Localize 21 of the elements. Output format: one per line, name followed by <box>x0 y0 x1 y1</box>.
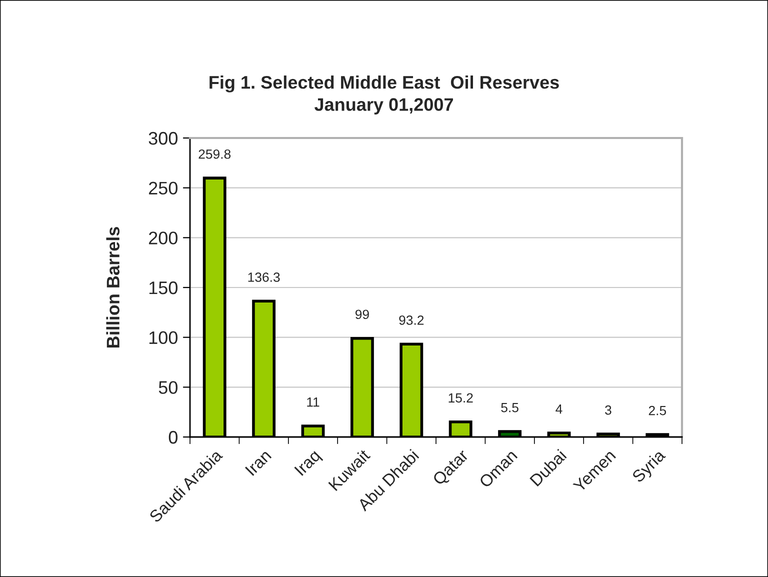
y-tick-label: 200 <box>148 232 178 244</box>
x-tick-label: Iraq <box>294 449 324 478</box>
data-label: 136.3 <box>248 272 280 282</box>
data-label: 15.2 <box>448 393 473 403</box>
y-tick-label: 100 <box>149 331 178 344</box>
data-label: 4 <box>556 404 562 414</box>
y-tick-label: 50 <box>158 381 178 394</box>
y-tick-label: 150 <box>149 281 178 294</box>
chart-title: Fig 1. Selected Middle East Oil Reserves January 01,2007 <box>210 76 559 114</box>
y-tick-label: 0 <box>168 430 178 444</box>
data-label: 93.2 <box>399 315 424 325</box>
data-label: 2.5 <box>648 406 666 416</box>
data-label: 11 <box>307 398 320 407</box>
data-label: 259.8 <box>198 149 231 159</box>
data-label: 5.5 <box>501 403 518 412</box>
y-axis-title: Billion Barrels <box>106 227 120 348</box>
y-tick-label: 300 <box>148 132 178 145</box>
data-label: 99 <box>355 310 369 320</box>
data-label: 3 <box>605 405 612 415</box>
x-tick-label: Iran <box>245 449 272 476</box>
y-tick-label: 250 <box>148 182 178 195</box>
